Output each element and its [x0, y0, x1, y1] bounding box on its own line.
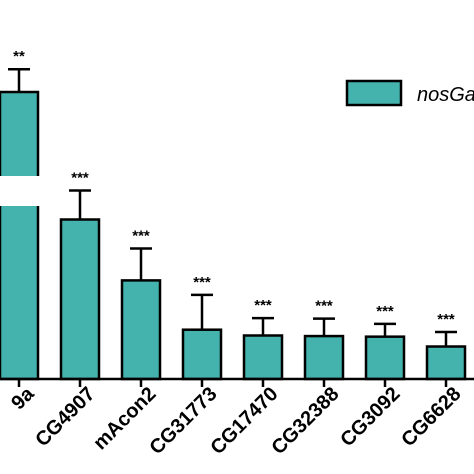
error-bars-layer: [8, 67, 457, 347]
x-tick-labels-layer: 9aCG4907mAcon2CG31773CG17470CG32388CG309…: [7, 382, 465, 459]
significance-label-CG3092: ***: [376, 303, 394, 320]
x-tick-label-9a: 9a: [7, 382, 39, 414]
legend-label: nosGal4: [417, 84, 474, 106]
bar-mAcon2: [120, 279, 162, 381]
legend-swatch: [345, 79, 403, 107]
significance-label-9a: **: [13, 48, 25, 65]
bar-CG17470: [242, 334, 284, 381]
bar-CG4907: [59, 218, 101, 381]
significance-label-CG31773: ***: [193, 274, 211, 291]
bar-CG6628: [425, 345, 467, 381]
significance-label-CG4907: ***: [71, 170, 89, 187]
legend: nosGal4: [345, 79, 474, 107]
x-tick-label-CG3092: CG3092: [336, 383, 404, 451]
significance-label-CG32388: ***: [315, 298, 333, 315]
x-tick-label-CG32388: CG32388: [267, 383, 343, 459]
x-tick-label-CG4907: CG4907: [31, 383, 99, 451]
bar-CG32388: [303, 334, 345, 381]
bar-CG31773: [181, 328, 223, 381]
x-ticks-layer: [17, 379, 448, 387]
significance-label-CG17470: ***: [254, 297, 272, 314]
bar-CG3092: [364, 335, 406, 381]
axis-break-layer: [0, 176, 42, 206]
bars-layer: [0, 90, 467, 381]
significance-label-mAcon2: ***: [132, 228, 150, 245]
x-tick-label-CG6628: CG6628: [397, 383, 465, 451]
bar-9a: [0, 90, 40, 381]
significance-label-CG6628: ***: [437, 311, 455, 328]
axis-break-gap: [0, 176, 42, 206]
significance-labels-layer: ************** *** *** ***: [13, 48, 455, 328]
